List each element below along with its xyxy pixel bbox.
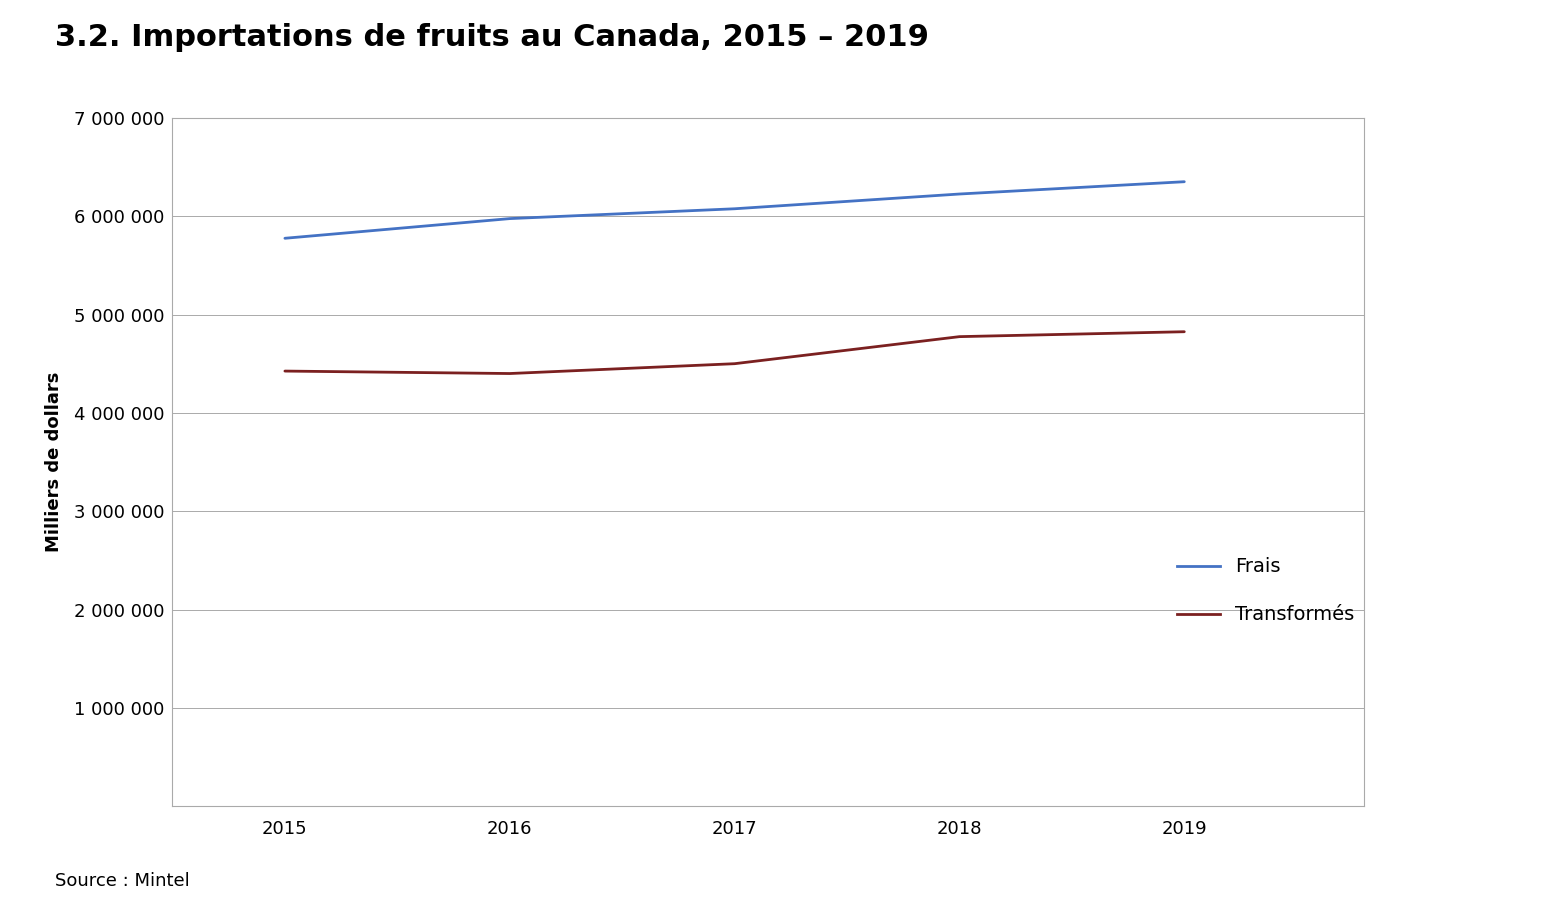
Legend: Frais, Transformés: Frais, Transformés [1178,557,1355,624]
Text: Source : Mintel: Source : Mintel [55,872,190,890]
Text: 3.2. Importations de fruits au Canada, 2015 – 2019: 3.2. Importations de fruits au Canada, 2… [55,23,928,52]
Y-axis label: Milliers de dollars: Milliers de dollars [44,371,63,553]
